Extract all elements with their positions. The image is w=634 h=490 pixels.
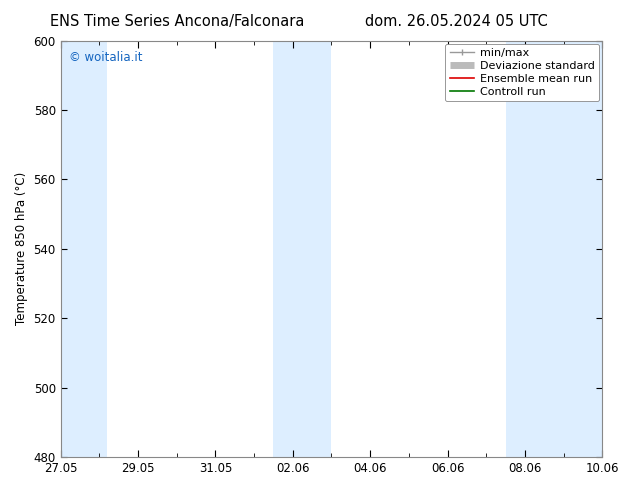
Text: dom. 26.05.2024 05 UTC: dom. 26.05.2024 05 UTC [365,14,548,29]
Bar [61,41,107,457]
Bar [273,41,332,457]
Y-axis label: Temperature 850 hPa (°C): Temperature 850 hPa (°C) [15,172,28,325]
Bar [505,41,602,457]
Text: © woitalia.it: © woitalia.it [69,51,142,64]
Legend: min/max, Deviazione standard, Ensemble mean run, Controll run: min/max, Deviazione standard, Ensemble m… [445,44,599,101]
Text: ENS Time Series Ancona/Falconara: ENS Time Series Ancona/Falconara [50,14,305,29]
